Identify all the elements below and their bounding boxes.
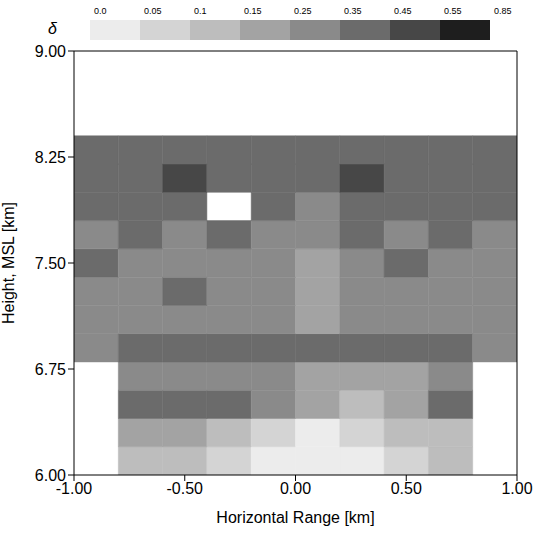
svg-text:0.25: 0.25 (294, 6, 312, 16)
svg-text:7.50: 7.50 (35, 255, 66, 272)
svg-text:0.05: 0.05 (144, 6, 162, 16)
svg-text:0.35: 0.35 (344, 6, 362, 16)
svg-text:-0.50: -0.50 (167, 480, 204, 497)
svg-text:0.45: 0.45 (394, 6, 412, 16)
svg-text:-1.00: -1.00 (55, 480, 93, 498)
svg-text:0.55: 0.55 (444, 6, 462, 16)
svg-text:Horizontal Range [km]: Horizontal Range [km] (216, 509, 374, 526)
svg-text:0.85: 0.85 (494, 6, 512, 16)
svg-text:0.0: 0.0 (94, 6, 107, 16)
svg-text:9.00: 9.00 (35, 43, 66, 60)
svg-text:0.15: 0.15 (244, 6, 262, 16)
svg-text:Height, MSL [km]: Height, MSL [km] (0, 202, 17, 324)
svg-text:1.00: 1.00 (501, 480, 532, 497)
svg-text:0.50: 0.50 (391, 480, 422, 497)
svg-text:6.00: 6.00 (35, 467, 66, 484)
svg-text:0.1: 0.1 (194, 6, 207, 16)
svg-text:δ: δ (48, 20, 58, 37)
svg-text:6.75: 6.75 (35, 361, 66, 378)
svg-text:0.00: 0.00 (280, 480, 311, 497)
svg-text:8.25: 8.25 (35, 149, 66, 166)
